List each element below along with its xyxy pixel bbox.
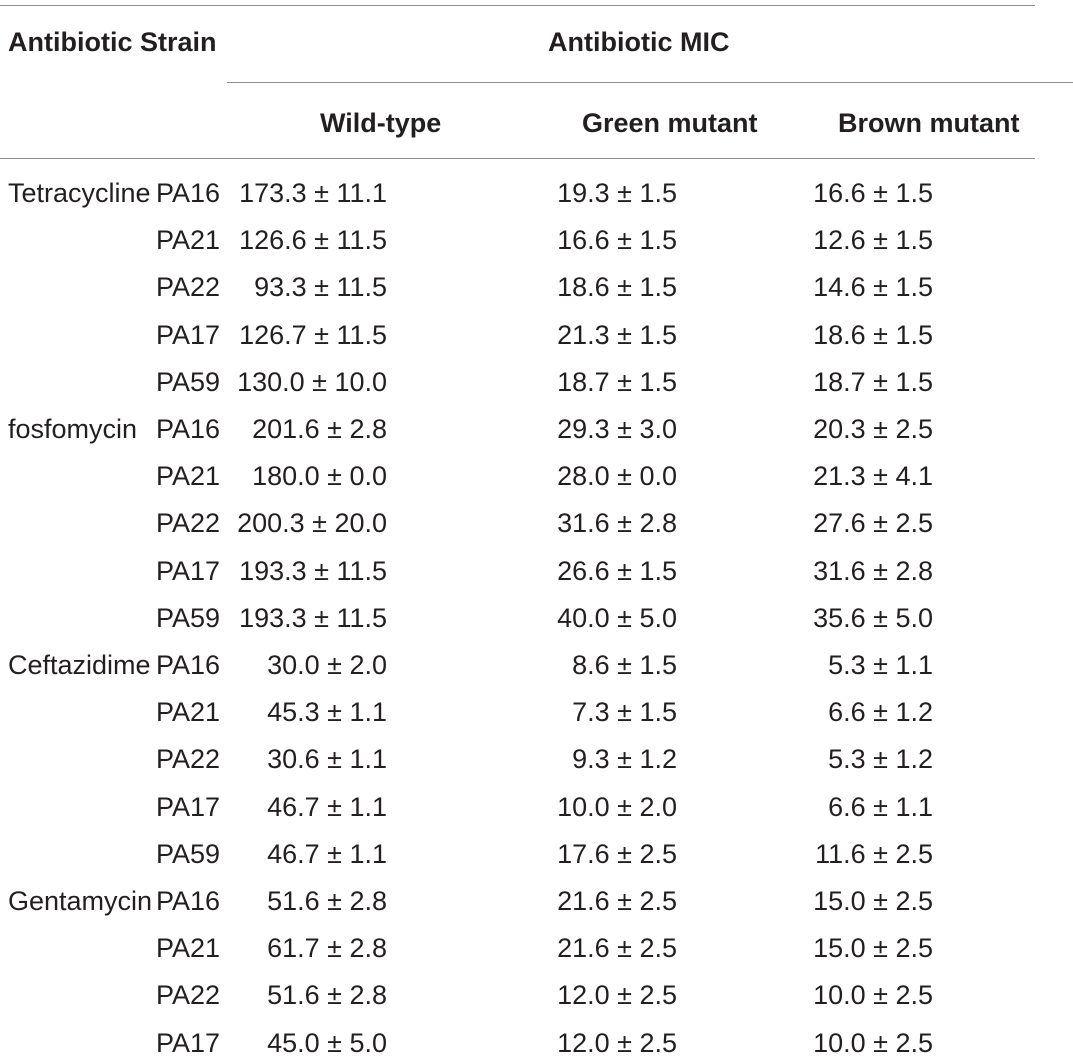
- strain-cell: PA17: [156, 556, 221, 586]
- brown-mutant-value: 15.0 ± 2.5: [813, 933, 933, 963]
- strain-cell: PA22: [156, 272, 221, 302]
- wild-type-value: 61.7 ± 2.8: [267, 933, 387, 963]
- brown-mutant-value: 10.0 ± 2.5: [813, 1028, 933, 1058]
- strain-cell: PA16: [156, 886, 221, 916]
- header-antibiotic-mic: Antibiotic MIC: [548, 27, 730, 57]
- green-mutant-value: 26.6 ± 1.5: [557, 556, 677, 586]
- brown-mutant-value: 18.7 ± 1.5: [813, 367, 933, 397]
- strain-cell: PA17: [156, 1028, 221, 1058]
- antibiotic-cell: Ceftazidime: [8, 650, 151, 680]
- header-brown-mutant: Brown mutant: [838, 108, 1020, 138]
- brown-mutant-value: 35.6 ± 5.0: [813, 603, 933, 633]
- green-mutant-value: 7.3 ± 1.5: [572, 697, 677, 727]
- green-mutant-value: 29.3 ± 3.0: [557, 414, 677, 444]
- strain-cell: PA21: [156, 697, 221, 727]
- antibiotic-cell: fosfomycin: [8, 414, 138, 444]
- wild-type-value: 46.7 ± 1.1: [267, 792, 387, 822]
- strain-cell: PA16: [156, 414, 221, 444]
- brown-mutant-value: 12.6 ± 1.5: [813, 225, 933, 255]
- strain-cell: PA21: [156, 933, 221, 963]
- green-mutant-value: 21.3 ± 1.5: [557, 320, 677, 350]
- wild-type-value: 30.6 ± 1.1: [267, 744, 387, 774]
- wild-type-value: 193.3 ± 11.5: [239, 556, 387, 586]
- green-mutant-value: 9.3 ± 1.2: [572, 744, 677, 774]
- brown-mutant-value: 20.3 ± 2.5: [813, 414, 933, 444]
- wild-type-value: 30.0 ± 2.0: [267, 650, 387, 680]
- strain-cell: PA21: [156, 461, 221, 491]
- green-mutant-value: 21.6 ± 2.5: [557, 933, 677, 963]
- wild-type-value: 173.3 ± 11.1: [239, 178, 387, 208]
- wild-type-value: 93.3 ± 11.5: [254, 272, 387, 302]
- wild-type-value: 130.0 ± 10.0: [237, 367, 387, 397]
- strain-cell: PA59: [156, 839, 221, 869]
- brown-mutant-value: 6.6 ± 1.1: [828, 792, 933, 822]
- wild-type-value: 200.3 ± 20.0: [237, 508, 387, 538]
- strain-cell: PA22: [156, 744, 221, 774]
- green-mutant-value: 18.7 ± 1.5: [557, 367, 677, 397]
- green-mutant-value: 16.6 ± 1.5: [557, 225, 677, 255]
- antibiotic-cell: Gentamycin: [8, 886, 153, 916]
- green-mutant-value: 12.0 ± 2.5: [557, 1028, 677, 1058]
- brown-mutant-value: 21.3 ± 4.1: [813, 461, 933, 491]
- green-mutant-value: 19.3 ± 1.5: [557, 178, 677, 208]
- strain-cell: PA16: [156, 178, 221, 208]
- header-antibiotic-strain: Antibiotic Strain: [8, 27, 217, 57]
- green-mutant-value: 17.6 ± 2.5: [557, 839, 677, 869]
- wild-type-value: 45.0 ± 5.0: [267, 1028, 387, 1058]
- green-mutant-value: 40.0 ± 5.0: [557, 603, 677, 633]
- green-mutant-value: 8.6 ± 1.5: [572, 650, 677, 680]
- brown-mutant-value: 15.0 ± 2.5: [813, 886, 933, 916]
- wild-type-value: 45.3 ± 1.1: [267, 697, 387, 727]
- wild-type-value: 126.6 ± 11.5: [239, 225, 387, 255]
- header-rule: [0, 158, 1035, 159]
- wild-type-value: 201.6 ± 2.8: [252, 414, 387, 444]
- wild-type-value: 193.3 ± 11.5: [239, 603, 387, 633]
- green-mutant-value: 31.6 ± 2.8: [557, 508, 677, 538]
- green-mutant-value: 28.0 ± 0.0: [557, 461, 677, 491]
- antibiotic-cell: Tetracycline: [8, 178, 151, 208]
- wild-type-value: 46.7 ± 1.1: [267, 839, 387, 869]
- wild-type-value: 51.6 ± 2.8: [267, 980, 387, 1010]
- brown-mutant-value: 5.3 ± 1.2: [828, 744, 933, 774]
- group-rule: [227, 82, 1073, 83]
- green-mutant-value: 12.0 ± 2.5: [557, 980, 677, 1010]
- brown-mutant-value: 11.6 ± 2.5: [815, 839, 933, 869]
- brown-mutant-value: 10.0 ± 2.5: [813, 980, 933, 1010]
- wild-type-value: 126.7 ± 11.5: [239, 320, 387, 350]
- green-mutant-value: 10.0 ± 2.0: [557, 792, 677, 822]
- brown-mutant-value: 31.6 ± 2.8: [813, 556, 933, 586]
- header-green-mutant: Green mutant: [582, 108, 758, 138]
- strain-cell: PA16: [156, 650, 221, 680]
- brown-mutant-value: 27.6 ± 2.5: [813, 508, 933, 538]
- strain-cell: PA59: [156, 603, 221, 633]
- brown-mutant-value: 18.6 ± 1.5: [813, 320, 933, 350]
- strain-cell: PA17: [156, 792, 221, 822]
- strain-cell: PA21: [156, 225, 221, 255]
- green-mutant-value: 21.6 ± 2.5: [557, 886, 677, 916]
- strain-cell: PA22: [156, 980, 221, 1010]
- brown-mutant-value: 5.3 ± 1.1: [828, 650, 933, 680]
- brown-mutant-value: 16.6 ± 1.5: [813, 178, 933, 208]
- strain-cell: PA22: [156, 508, 221, 538]
- brown-mutant-value: 6.6 ± 1.2: [828, 697, 933, 727]
- brown-mutant-value: 14.6 ± 1.5: [813, 272, 933, 302]
- header-wild-type: Wild-type: [320, 108, 442, 138]
- top-rule: [0, 5, 1035, 6]
- wild-type-value: 180.0 ± 0.0: [252, 461, 387, 491]
- strain-cell: PA59: [156, 367, 221, 397]
- strain-cell: PA17: [156, 320, 221, 350]
- wild-type-value: 51.6 ± 2.8: [267, 886, 387, 916]
- green-mutant-value: 18.6 ± 1.5: [557, 272, 677, 302]
